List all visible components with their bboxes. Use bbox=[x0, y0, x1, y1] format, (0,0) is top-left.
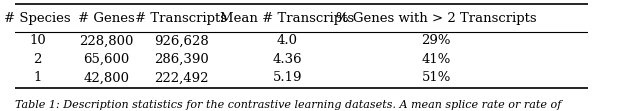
Text: Mean # Transcripts: Mean # Transcripts bbox=[220, 12, 355, 26]
Text: 65,600: 65,600 bbox=[83, 53, 130, 66]
Text: % Genes with > 2 Transcripts: % Genes with > 2 Transcripts bbox=[336, 12, 536, 26]
Text: 222,492: 222,492 bbox=[154, 71, 209, 84]
Text: 286,390: 286,390 bbox=[154, 53, 209, 66]
Text: 4.36: 4.36 bbox=[273, 53, 302, 66]
Text: 29%: 29% bbox=[422, 35, 451, 48]
Text: 4.0: 4.0 bbox=[276, 35, 298, 48]
Text: Table 1: Description statistics for the contrastive learning datasets. A mean sp: Table 1: Description statistics for the … bbox=[15, 100, 561, 110]
Text: 42,800: 42,800 bbox=[84, 71, 130, 84]
Text: # Genes: # Genes bbox=[78, 12, 135, 26]
Text: 51%: 51% bbox=[422, 71, 451, 84]
Text: 1: 1 bbox=[34, 71, 42, 84]
Text: 10: 10 bbox=[29, 35, 46, 48]
Text: 5.19: 5.19 bbox=[273, 71, 302, 84]
Text: 2: 2 bbox=[34, 53, 42, 66]
Text: 41%: 41% bbox=[422, 53, 451, 66]
Text: # Transcripts: # Transcripts bbox=[135, 12, 227, 26]
Text: # Species: # Species bbox=[4, 12, 71, 26]
Text: 926,628: 926,628 bbox=[154, 35, 209, 48]
Text: 228,800: 228,800 bbox=[79, 35, 134, 48]
